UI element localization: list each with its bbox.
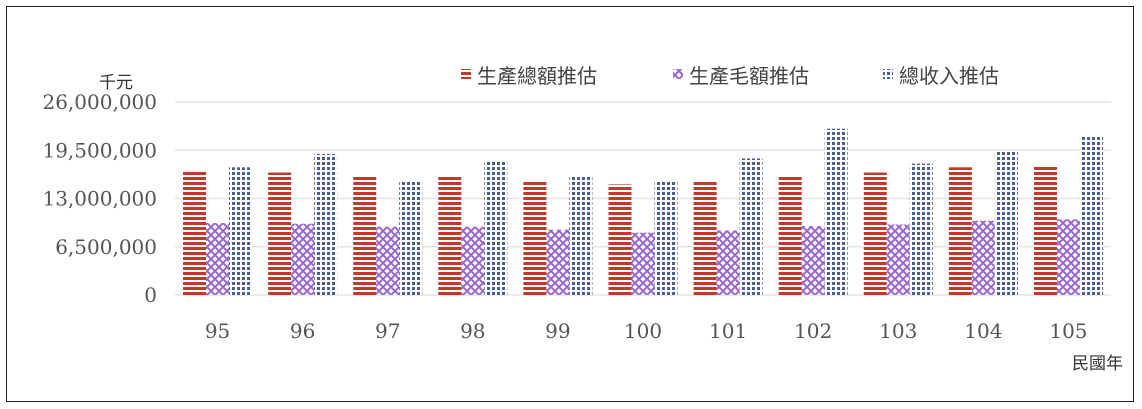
x-axis-ticks: 95 96 97 98 99 100 101 102 103 104 105 <box>205 319 1088 343</box>
legend-swatch <box>883 69 893 79</box>
bar <box>608 184 632 295</box>
bar <box>948 167 972 295</box>
bar <box>376 226 400 295</box>
x-tick-label: 100 <box>624 319 662 343</box>
y-tick-label: 0 <box>144 283 157 307</box>
legend-label: 生產毛額推估 <box>689 64 809 88</box>
bar <box>438 176 462 295</box>
y-axis-label: 千元 <box>99 73 133 93</box>
x-tick-label: 103 <box>879 319 917 343</box>
x-tick-label: 101 <box>709 319 747 343</box>
y-tick-label: 26,000,000 <box>42 90 157 114</box>
bar <box>206 222 230 295</box>
bar <box>654 181 678 295</box>
legend-label: 總收入推估 <box>899 64 999 88</box>
x-tick-label: 95 <box>205 319 230 343</box>
bar <box>1056 219 1080 295</box>
bar <box>461 226 485 295</box>
bar <box>971 220 995 295</box>
y-tick-label: 6,500,000 <box>55 235 157 259</box>
legend-swatch <box>461 69 471 79</box>
x-tick-label: 98 <box>460 319 485 343</box>
x-tick-label: 102 <box>794 319 832 343</box>
x-tick-label: 99 <box>545 319 570 343</box>
bar <box>693 179 717 295</box>
bar <box>399 181 423 295</box>
legend: 生產總額推估 生產毛額推估 總收入推估 <box>461 64 999 88</box>
bar <box>801 225 825 295</box>
bar <box>994 150 1018 295</box>
bar <box>778 176 802 295</box>
bar <box>353 176 377 295</box>
bar <box>546 229 570 295</box>
bar <box>909 163 933 295</box>
bar <box>739 158 763 295</box>
bar <box>863 172 887 295</box>
bar <box>484 160 508 295</box>
bar <box>183 171 207 295</box>
bar <box>268 172 292 295</box>
x-tick-label: 96 <box>290 319 315 343</box>
bar <box>716 230 740 295</box>
bar <box>631 232 655 295</box>
bar <box>314 153 338 295</box>
x-axis-label: 民國年 <box>1072 354 1123 374</box>
bars <box>183 128 1103 295</box>
bar <box>291 223 315 295</box>
legend-swatch <box>673 69 683 79</box>
x-tick-label: 104 <box>964 319 1002 343</box>
y-tick-label: 13,000,000 <box>42 187 157 211</box>
bar <box>569 175 593 295</box>
legend-label: 生產總額推估 <box>477 64 597 88</box>
chart-frame: 0 6,500,000 13,000,000 19,500,000 26,000,000… <box>6 6 1134 402</box>
bar <box>229 167 253 295</box>
bar <box>824 128 848 295</box>
bar <box>886 224 910 295</box>
x-tick-label: 97 <box>375 319 400 343</box>
y-tick-label: 19,500,000 <box>42 138 157 162</box>
bar <box>523 179 547 295</box>
y-axis-ticks: 0 6,500,000 13,000,000 19,500,000 26,000,000 <box>42 90 157 307</box>
bar <box>1079 136 1103 295</box>
x-tick-label: 105 <box>1049 319 1087 343</box>
bar-chart: 0 6,500,000 13,000,000 19,500,000 26,000,000… <box>42 64 1123 374</box>
bar <box>1033 165 1057 295</box>
